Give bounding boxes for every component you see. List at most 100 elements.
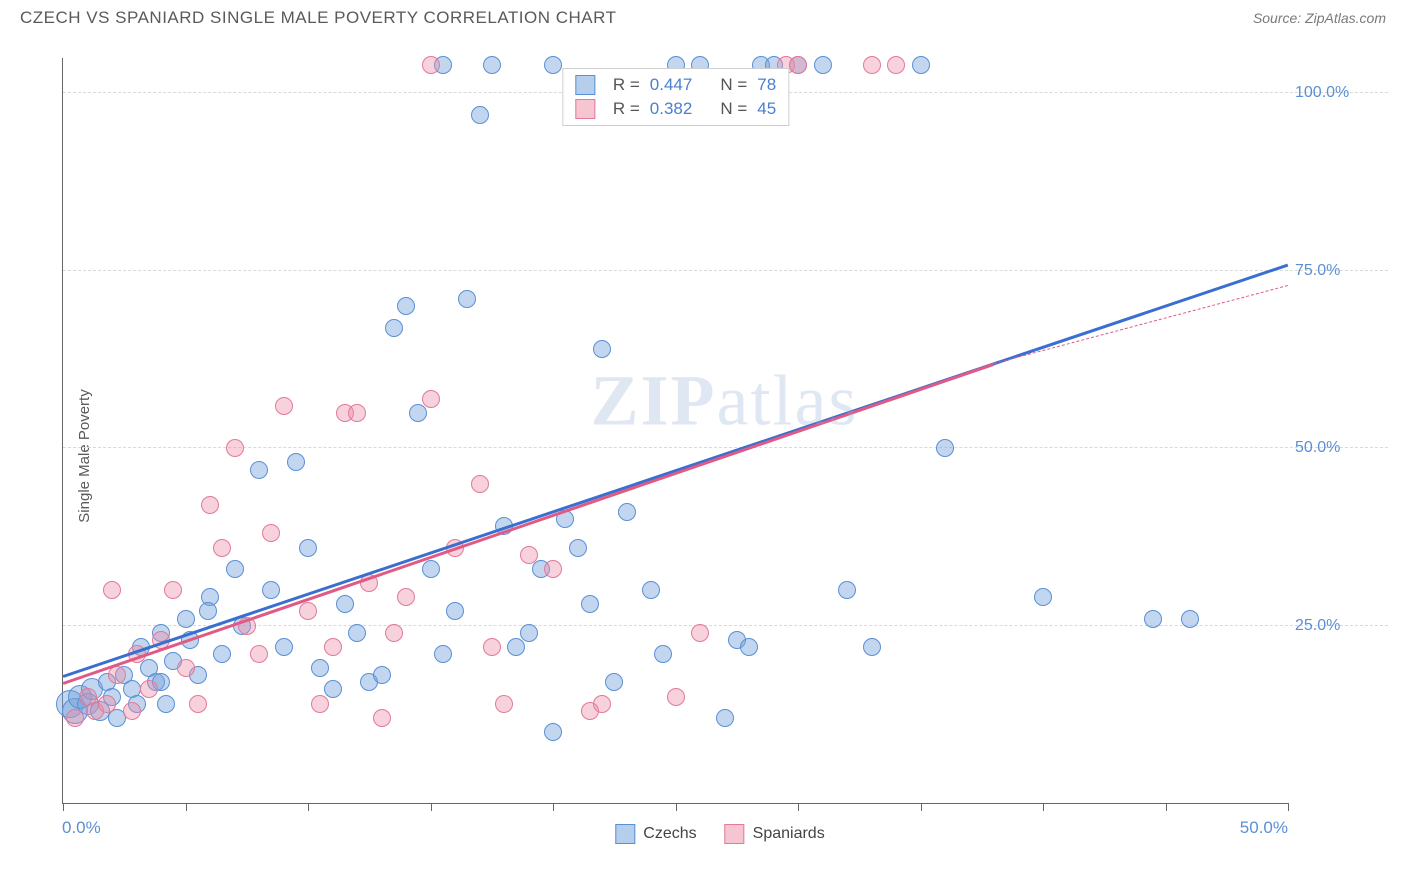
- data-point: [483, 638, 501, 656]
- data-point: [1034, 588, 1052, 606]
- data-point: [618, 503, 636, 521]
- x-tick: [186, 803, 187, 811]
- stats-box: R = 0.447 N = 78 R = 0.382 N = 45: [562, 68, 789, 126]
- data-point: [458, 290, 476, 308]
- data-point: [495, 695, 513, 713]
- data-point: [422, 390, 440, 408]
- swatch-spaniard-icon: [575, 99, 595, 119]
- legend-item-spaniards: Spaniards: [725, 824, 825, 844]
- watermark: ZIPatlas: [591, 359, 859, 442]
- x-tick: [1288, 803, 1289, 811]
- legend-item-czechs: Czechs: [615, 824, 696, 844]
- data-point: [164, 581, 182, 599]
- data-point: [199, 602, 217, 620]
- data-point: [189, 695, 207, 713]
- plot-area: ZIPatlas R = 0.447 N = 78 R = 0.382 N = …: [62, 58, 1288, 804]
- x-tick: [798, 803, 799, 811]
- data-point: [397, 588, 415, 606]
- data-point: [814, 56, 832, 74]
- chart-title: CZECH VS SPANIARD SINGLE MALE POVERTY CO…: [20, 8, 617, 28]
- data-point: [581, 595, 599, 613]
- data-point: [507, 638, 525, 656]
- y-tick-label: 25.0%: [1295, 617, 1380, 635]
- data-point: [177, 610, 195, 628]
- x-tick: [63, 803, 64, 811]
- data-point: [716, 709, 734, 727]
- data-point: [140, 680, 158, 698]
- x-tick: [1166, 803, 1167, 811]
- data-point: [373, 709, 391, 727]
- data-point: [299, 539, 317, 557]
- x-tick: [676, 803, 677, 811]
- data-point: [863, 56, 881, 74]
- data-point: [593, 695, 611, 713]
- data-point: [691, 624, 709, 642]
- data-point: [66, 709, 84, 727]
- data-point: [789, 56, 807, 74]
- data-point: [336, 595, 354, 613]
- data-point: [642, 581, 660, 599]
- data-point: [520, 624, 538, 642]
- x-tick: [431, 803, 432, 811]
- data-point: [471, 475, 489, 493]
- swatch-spaniard-icon: [725, 824, 745, 844]
- data-point: [250, 645, 268, 663]
- data-point: [1144, 610, 1162, 628]
- stats-row-spaniards: R = 0.382 N = 45: [575, 97, 776, 121]
- data-point: [422, 560, 440, 578]
- data-point: [324, 680, 342, 698]
- data-point: [177, 659, 195, 677]
- data-point: [98, 695, 116, 713]
- data-point: [483, 56, 501, 74]
- data-point: [123, 702, 141, 720]
- data-point: [108, 666, 126, 684]
- data-point: [593, 340, 611, 358]
- data-point: [434, 645, 452, 663]
- x-axis-max-label: 50.0%: [1240, 818, 1288, 838]
- data-point: [936, 439, 954, 457]
- data-point: [544, 723, 562, 741]
- data-point: [348, 624, 366, 642]
- legend: Czechs Spaniards: [615, 824, 824, 844]
- x-tick: [1043, 803, 1044, 811]
- data-point: [311, 659, 329, 677]
- data-point: [605, 673, 623, 691]
- x-axis-min-label: 0.0%: [62, 818, 101, 838]
- data-point: [275, 638, 293, 656]
- data-point: [213, 539, 231, 557]
- data-point: [409, 404, 427, 422]
- data-point: [373, 666, 391, 684]
- data-point: [311, 695, 329, 713]
- data-point: [287, 453, 305, 471]
- data-point: [299, 602, 317, 620]
- data-point: [324, 638, 342, 656]
- data-point: [201, 496, 219, 514]
- data-point: [157, 695, 175, 713]
- gridline: [63, 270, 1388, 271]
- gridline: [63, 447, 1388, 448]
- data-point: [654, 645, 672, 663]
- data-point: [226, 439, 244, 457]
- y-tick-label: 50.0%: [1295, 439, 1380, 457]
- data-point: [838, 581, 856, 599]
- data-point: [226, 560, 244, 578]
- data-point: [471, 106, 489, 124]
- data-point: [520, 546, 538, 564]
- y-tick-label: 75.0%: [1295, 262, 1380, 280]
- swatch-czech-icon: [615, 824, 635, 844]
- data-point: [446, 602, 464, 620]
- data-point: [887, 56, 905, 74]
- data-point: [213, 645, 231, 663]
- data-point: [397, 297, 415, 315]
- data-point: [385, 319, 403, 337]
- data-point: [348, 404, 366, 422]
- x-tick: [553, 803, 554, 811]
- data-point: [250, 461, 268, 479]
- swatch-czech-icon: [575, 75, 595, 95]
- data-point: [103, 581, 121, 599]
- y-tick-label: 100.0%: [1295, 84, 1380, 102]
- data-point: [262, 524, 280, 542]
- data-point: [863, 638, 881, 656]
- x-tick: [921, 803, 922, 811]
- chart-container: Single Male Poverty ZIPatlas R = 0.447 N…: [52, 48, 1388, 864]
